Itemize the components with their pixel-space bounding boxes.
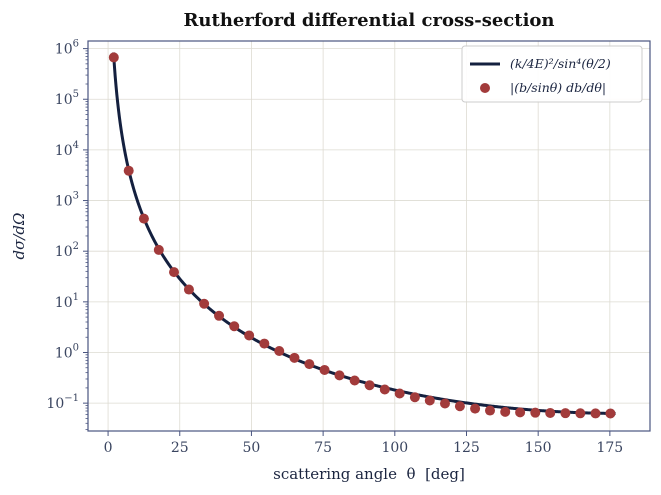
x-tick-label: 125	[453, 440, 480, 456]
data-point	[138, 213, 149, 224]
data-point	[605, 408, 616, 419]
y-tick-label: 100	[55, 342, 79, 361]
data-point	[304, 359, 315, 370]
y-tick-label: 105	[55, 89, 79, 108]
data-point	[590, 408, 601, 419]
y-tick-label: 104	[55, 140, 79, 159]
data-point	[169, 267, 180, 278]
data-point	[409, 392, 420, 403]
data-point	[274, 346, 285, 357]
data-point	[515, 407, 526, 418]
data-point	[364, 380, 375, 391]
x-tick-label: 100	[381, 440, 408, 456]
y-tick-label: 101	[55, 292, 79, 311]
data-point	[153, 244, 164, 255]
data-point	[439, 398, 450, 409]
data-point	[379, 384, 390, 395]
legend-points-label: |(b/sinθ) db/dθ|	[510, 80, 606, 95]
chart-title: Rutherford differential cross-section	[183, 10, 554, 31]
data-point	[560, 408, 571, 419]
data-point	[349, 375, 360, 386]
x-axis-label: scattering angle θ [deg]	[273, 465, 465, 483]
data-point	[183, 284, 194, 295]
data-point	[334, 370, 345, 381]
legend-box	[461, 45, 643, 103]
data-point	[575, 408, 586, 419]
data-point	[530, 407, 541, 418]
data-point	[470, 403, 481, 414]
data-point	[394, 388, 405, 399]
data-point	[214, 310, 225, 321]
y-tick-label: 103	[55, 191, 79, 210]
legend-curve-label: (k/4E)²/sin⁴(θ/2)	[510, 56, 611, 71]
grid	[88, 41, 650, 431]
x-tick-label: 150	[525, 440, 552, 456]
data-point	[485, 405, 496, 416]
x-tick-label: 50	[243, 440, 261, 456]
data-point	[500, 406, 511, 417]
y-tick-label: 106	[55, 39, 79, 58]
x-tick-label: 25	[171, 440, 189, 456]
data-point	[123, 165, 134, 176]
x-tick-label: 0	[104, 440, 113, 456]
legend-points-swatch	[480, 83, 490, 93]
y-tick-label: 10−1	[46, 393, 79, 412]
data-point	[454, 401, 465, 412]
data-point	[545, 407, 556, 418]
data-point	[108, 52, 119, 63]
x-tick-label: 175	[596, 440, 623, 456]
data-point	[199, 298, 210, 309]
x-tick-label: 75	[314, 440, 332, 456]
axis-ticks: 0 25 50 75 100 125 150 175 10−1 100 101 102 103 104 10…	[46, 39, 623, 456]
legend: (k/4E)²/sin⁴(θ/2) |(b/sinθ) db/dθ|	[461, 45, 643, 103]
data-point	[424, 395, 435, 406]
data-point	[244, 330, 255, 341]
y-axis-label: dσ/dΩ	[10, 213, 28, 260]
data-point	[319, 364, 330, 375]
data-point	[289, 352, 300, 363]
plot-series	[108, 52, 617, 419]
y-tick-label: 102	[55, 241, 79, 260]
data-point	[229, 321, 240, 332]
data-point	[259, 338, 270, 349]
